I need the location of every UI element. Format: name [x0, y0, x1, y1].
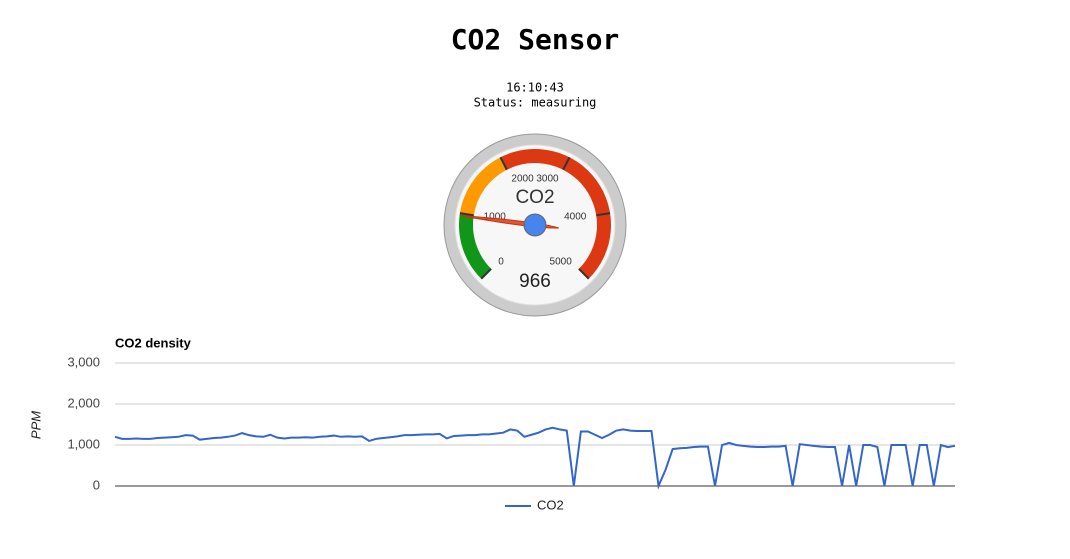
- gauge-band: [459, 157, 507, 216]
- gauge-tick-label: 1000: [484, 212, 507, 223]
- gauge-tick-label: 2000: [511, 173, 534, 184]
- gauge-tick: [578, 268, 590, 280]
- chart-title: CO2 density: [115, 335, 192, 350]
- gauge-tick: [499, 156, 508, 171]
- gauge-tick: [562, 156, 571, 171]
- gauge-tick-label: 5000: [550, 256, 573, 267]
- y-tick-label: 2,000: [67, 395, 100, 410]
- page-title: CO2 Sensor: [451, 23, 620, 56]
- y-axis-label: PPM: [28, 411, 43, 439]
- gauge-tick: [459, 212, 474, 217]
- series-line: [114, 426, 956, 490]
- gauge-tick-label: 3000: [536, 173, 559, 184]
- status: Status: measuring: [474, 96, 597, 110]
- gauge-hub: [523, 213, 547, 237]
- gauge-label: CO2: [515, 187, 554, 208]
- legend-label: CO2: [537, 497, 564, 512]
- gauge-value: 966: [519, 271, 551, 292]
- y-tick-label: 1,000: [67, 436, 100, 451]
- gauge-band: [500, 149, 611, 279]
- gauge-tick-label: 0: [498, 256, 504, 267]
- line-chart: CO2 density PPM 0 1,000 2,000 3,000 CO2: [28, 335, 956, 512]
- y-tick-label: 0: [93, 477, 100, 492]
- y-tick-label: 3,000: [67, 354, 100, 369]
- gauge-tick: [596, 212, 611, 217]
- time: 16:10:43: [506, 81, 564, 95]
- gauge-tick-label: 4000: [564, 212, 587, 223]
- gauge-band: [459, 213, 492, 279]
- gauge-tick: [480, 268, 492, 280]
